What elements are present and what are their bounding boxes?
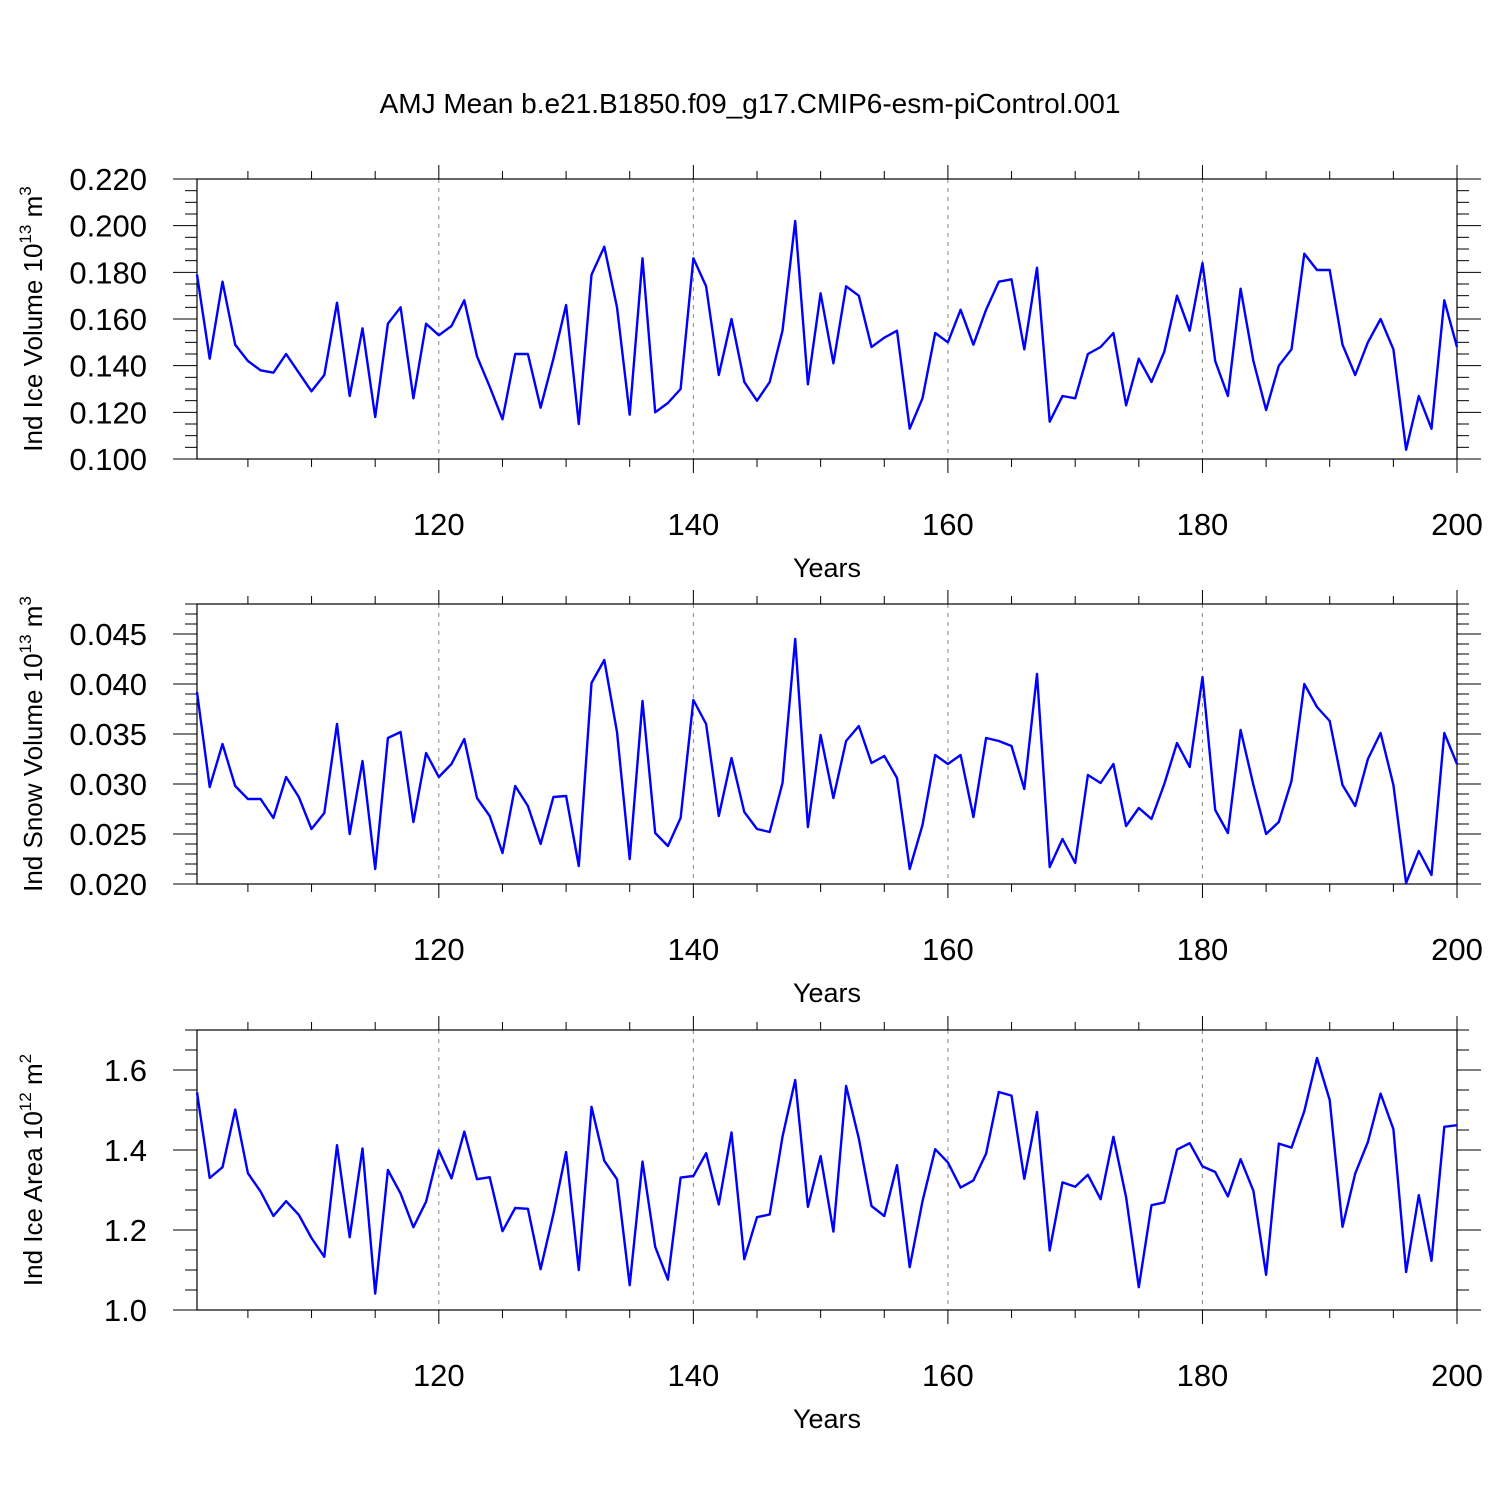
y-axis-label-unit-exponent: 2: [16, 1054, 35, 1063]
y-axis-label-unit: m: [18, 606, 48, 635]
y-axis-label-exponent: 13: [16, 225, 35, 244]
x-tick-label: 120: [413, 1358, 465, 1393]
y-tick-label: 0.100: [69, 442, 147, 477]
x-tick-label: 120: [413, 932, 465, 967]
y-axis-label-unit-exponent: 3: [16, 596, 35, 605]
y-tick-label: 1.4: [104, 1133, 147, 1168]
y-tick-label: 0.040: [69, 667, 147, 702]
y-axis-label-text: Ind Snow Volume 10: [18, 653, 48, 892]
x-tick-label: 180: [1177, 932, 1229, 967]
x-axis-label: Years: [793, 553, 861, 583]
y-tick-label: 0.035: [69, 717, 147, 752]
y-axis-label: Ind Ice Area 1012 m2: [16, 1054, 48, 1286]
x-tick-label: 200: [1431, 1358, 1483, 1393]
y-tick-label: 0.025: [69, 817, 147, 852]
y-tick-label: 0.140: [69, 349, 147, 384]
x-axis-label: Years: [793, 978, 861, 1008]
data-series-line: [195, 1056, 1458, 1295]
y-axis-label-text: Ind Ice Area 10: [18, 1111, 48, 1286]
data-series-line: [195, 637, 1459, 885]
y-tick-label: 0.120: [69, 395, 147, 430]
data-series-line: [195, 219, 1459, 451]
x-tick-label: 140: [667, 932, 719, 967]
plot-frame: [196, 603, 1458, 885]
x-tick-label: 140: [667, 507, 719, 542]
y-axis-label-exponent: 12: [16, 1092, 35, 1111]
y-tick-label: 0.180: [69, 255, 147, 290]
y-axis-label-unit: m: [18, 1063, 48, 1092]
y-tick-label: 0.200: [69, 209, 147, 244]
y-axis-label: Ind Snow Volume 1013 m3: [16, 596, 48, 892]
y-tick-label: 1.2: [104, 1213, 147, 1248]
y-axis-label-unit: m: [18, 196, 48, 225]
chart-panel-3: 1.0 1.2 1.4 1.6 120 140 160 180 200 Years Ind Ice …: [16, 1016, 1483, 1434]
y-tick-label: 0.030: [69, 767, 147, 802]
figure-title: AMJ Mean b.e21.B1850.f09_g17.CMIP6-esm-p…: [379, 88, 1121, 119]
x-tick-label: 120: [413, 507, 465, 542]
x-axis-label: Years: [793, 1404, 861, 1434]
y-tick-label: 0.160: [69, 302, 147, 337]
y-tick-label: 0.220: [69, 162, 147, 197]
y-axis-label-unit-exponent: 3: [16, 186, 35, 195]
x-tick-label: 180: [1177, 507, 1229, 542]
y-tick-label: 0.045: [69, 617, 147, 652]
x-tick-label: 160: [922, 932, 974, 967]
chart-panel-2: 0.020 0.025 0.030 0.035 0.040 0.045 120 140 160 1…: [16, 590, 1483, 1008]
y-axis-label: Ind Ice Volume 1013 m3: [16, 186, 48, 451]
x-tick-label: 160: [922, 507, 974, 542]
x-tick-label: 140: [667, 1358, 719, 1393]
y-axis-label-exponent: 13: [16, 634, 35, 653]
y-tick-label: 0.020: [69, 867, 147, 902]
y-tick-label: 1.0: [104, 1293, 147, 1328]
x-tick-label: 200: [1431, 507, 1483, 542]
plot-frame: [196, 178, 1458, 460]
y-axis-label-text: Ind Ice Volume 10: [18, 244, 48, 452]
x-tick-label: 160: [922, 1358, 974, 1393]
x-tick-label: 180: [1177, 1358, 1229, 1393]
y-tick-label: 1.6: [104, 1053, 147, 1088]
chart-panel-1: 0.100 0.120 0.140 0.160 0.180 0.200 0.220 120 14…: [16, 162, 1483, 583]
x-tick-label: 200: [1431, 932, 1483, 967]
plot-frame: [196, 1029, 1458, 1311]
